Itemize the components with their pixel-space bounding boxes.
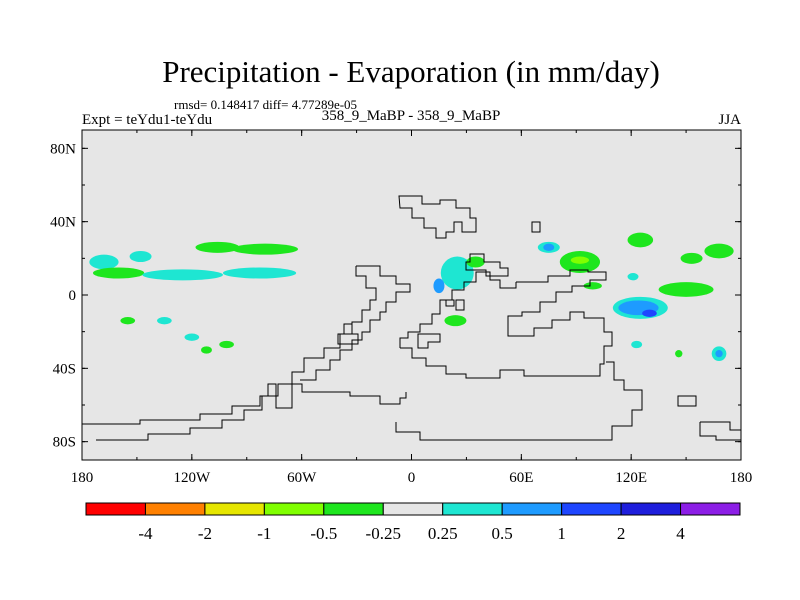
center-label: 358_9_MaBP - 358_9_MaBP bbox=[322, 108, 501, 124]
anomaly-patch bbox=[704, 243, 734, 259]
anomaly-patch bbox=[658, 282, 714, 297]
coastline-africa-east bbox=[300, 265, 411, 381]
coastline-indian-basin bbox=[400, 269, 613, 379]
colorbar-box bbox=[382, 502, 444, 516]
coastline-africa-west bbox=[96, 266, 377, 441]
anomaly-patch bbox=[543, 243, 555, 251]
anomaly-patch bbox=[444, 315, 467, 327]
colorbar-box bbox=[501, 502, 563, 516]
colorbar: -4 -2 -1 -0.5 -0.25 0.25 0.5 1 2 4 bbox=[85, 502, 741, 543]
coastline-small-island-c bbox=[455, 299, 465, 311]
colorbar-box bbox=[263, 502, 325, 516]
colorbar-box bbox=[620, 502, 682, 516]
x-tick-label: 120E bbox=[615, 470, 647, 486]
anomaly-patch bbox=[583, 282, 602, 290]
x-tick-label: 180 bbox=[730, 470, 753, 486]
colorbar-box bbox=[144, 502, 206, 516]
anomaly-patch bbox=[715, 350, 723, 358]
anomaly-patch bbox=[219, 340, 234, 349]
anomaly-patch bbox=[675, 350, 683, 358]
y-tick-label: 80N bbox=[50, 141, 76, 157]
y-tick-label: 0 bbox=[69, 288, 77, 304]
stats-line: rmsd= 0.148417 diff= 4.77289e-05 bbox=[174, 97, 357, 112]
y-tick-label: 40S bbox=[53, 361, 76, 377]
anomaly-patch bbox=[222, 267, 297, 279]
anomaly-patch bbox=[120, 317, 136, 325]
anomaly-patch bbox=[142, 269, 223, 281]
colorbar-box bbox=[442, 502, 503, 516]
colorbar-label: 1 bbox=[557, 524, 566, 543]
colorbar-box bbox=[561, 502, 622, 516]
plot-frame bbox=[81, 129, 742, 461]
colorbar-label: -1 bbox=[257, 524, 271, 543]
anomaly-patch bbox=[89, 254, 119, 270]
chart-title: Precipitation - Evaporation (in mm/day) bbox=[162, 54, 660, 89]
coastline-east-south bbox=[395, 361, 643, 441]
coastline-small-island-a bbox=[445, 299, 455, 307]
coastline-far-east-south bbox=[699, 421, 741, 441]
colorbar-label: -2 bbox=[198, 524, 212, 543]
anomaly-patch bbox=[129, 251, 152, 262]
x-tick-label: 60E bbox=[509, 470, 533, 486]
anomaly-patch bbox=[570, 256, 590, 264]
anomaly-patch bbox=[680, 252, 703, 264]
left-label: Expt = teYdu1-teYdu bbox=[82, 112, 213, 128]
coastline-south-america bbox=[337, 323, 359, 345]
coastline-small-island-b bbox=[531, 221, 541, 233]
anomaly-patch bbox=[200, 346, 212, 354]
anomaly-patch bbox=[642, 309, 657, 318]
anomaly-patch bbox=[184, 333, 200, 341]
y-tick-label: 40N bbox=[50, 215, 76, 231]
right-label: JJA bbox=[718, 112, 741, 128]
coastline-interior-basin bbox=[417, 333, 441, 349]
colorbar-label: -0.25 bbox=[366, 524, 401, 543]
coastlines bbox=[82, 195, 741, 441]
colorbar-box bbox=[204, 502, 265, 516]
anomaly-patch bbox=[627, 232, 654, 248]
anomaly-patch bbox=[232, 243, 299, 255]
y-tick-label: 80S bbox=[53, 435, 76, 451]
colorbar-label: 4 bbox=[676, 524, 685, 543]
coastline-southern bbox=[82, 383, 407, 425]
coastline-arabian-loop bbox=[399, 271, 517, 348]
anomaly-patch bbox=[157, 317, 172, 325]
anomaly-patches bbox=[89, 232, 734, 361]
anomaly-patch bbox=[195, 241, 240, 253]
anomaly-patch bbox=[466, 256, 485, 268]
colorbar-label: 2 bbox=[617, 524, 626, 543]
colorbar-box bbox=[680, 502, 741, 516]
anomaly-patch bbox=[433, 278, 445, 294]
x-tick-label: 120W bbox=[173, 470, 211, 486]
colorbar-label: 0.25 bbox=[428, 524, 458, 543]
coastline-eurasia-north bbox=[398, 195, 477, 239]
coastline-far-east-island bbox=[677, 395, 697, 407]
colorbar-label: -0.5 bbox=[310, 524, 337, 543]
colorbar-label: 0.5 bbox=[492, 524, 513, 543]
colorbar-label: -4 bbox=[138, 524, 153, 543]
x-tick-label: 180 bbox=[71, 470, 94, 486]
anomaly-patch bbox=[92, 267, 145, 279]
plot-background bbox=[82, 130, 741, 460]
colorbar-box bbox=[85, 502, 146, 516]
coastline-mediterranean bbox=[465, 253, 509, 277]
plot-area: 180 120W 60W 0 60E 120E 180 80N 40N 0 40S 80S bbox=[50, 129, 753, 486]
colorbar-box bbox=[323, 502, 384, 516]
x-tick-label: 0 bbox=[408, 470, 416, 486]
anomaly-patch bbox=[631, 340, 643, 349]
anomaly-patch bbox=[627, 273, 639, 281]
x-tick-label: 60W bbox=[287, 470, 317, 486]
y-ticks: 80N 40N 0 40S 80S bbox=[50, 141, 741, 451]
